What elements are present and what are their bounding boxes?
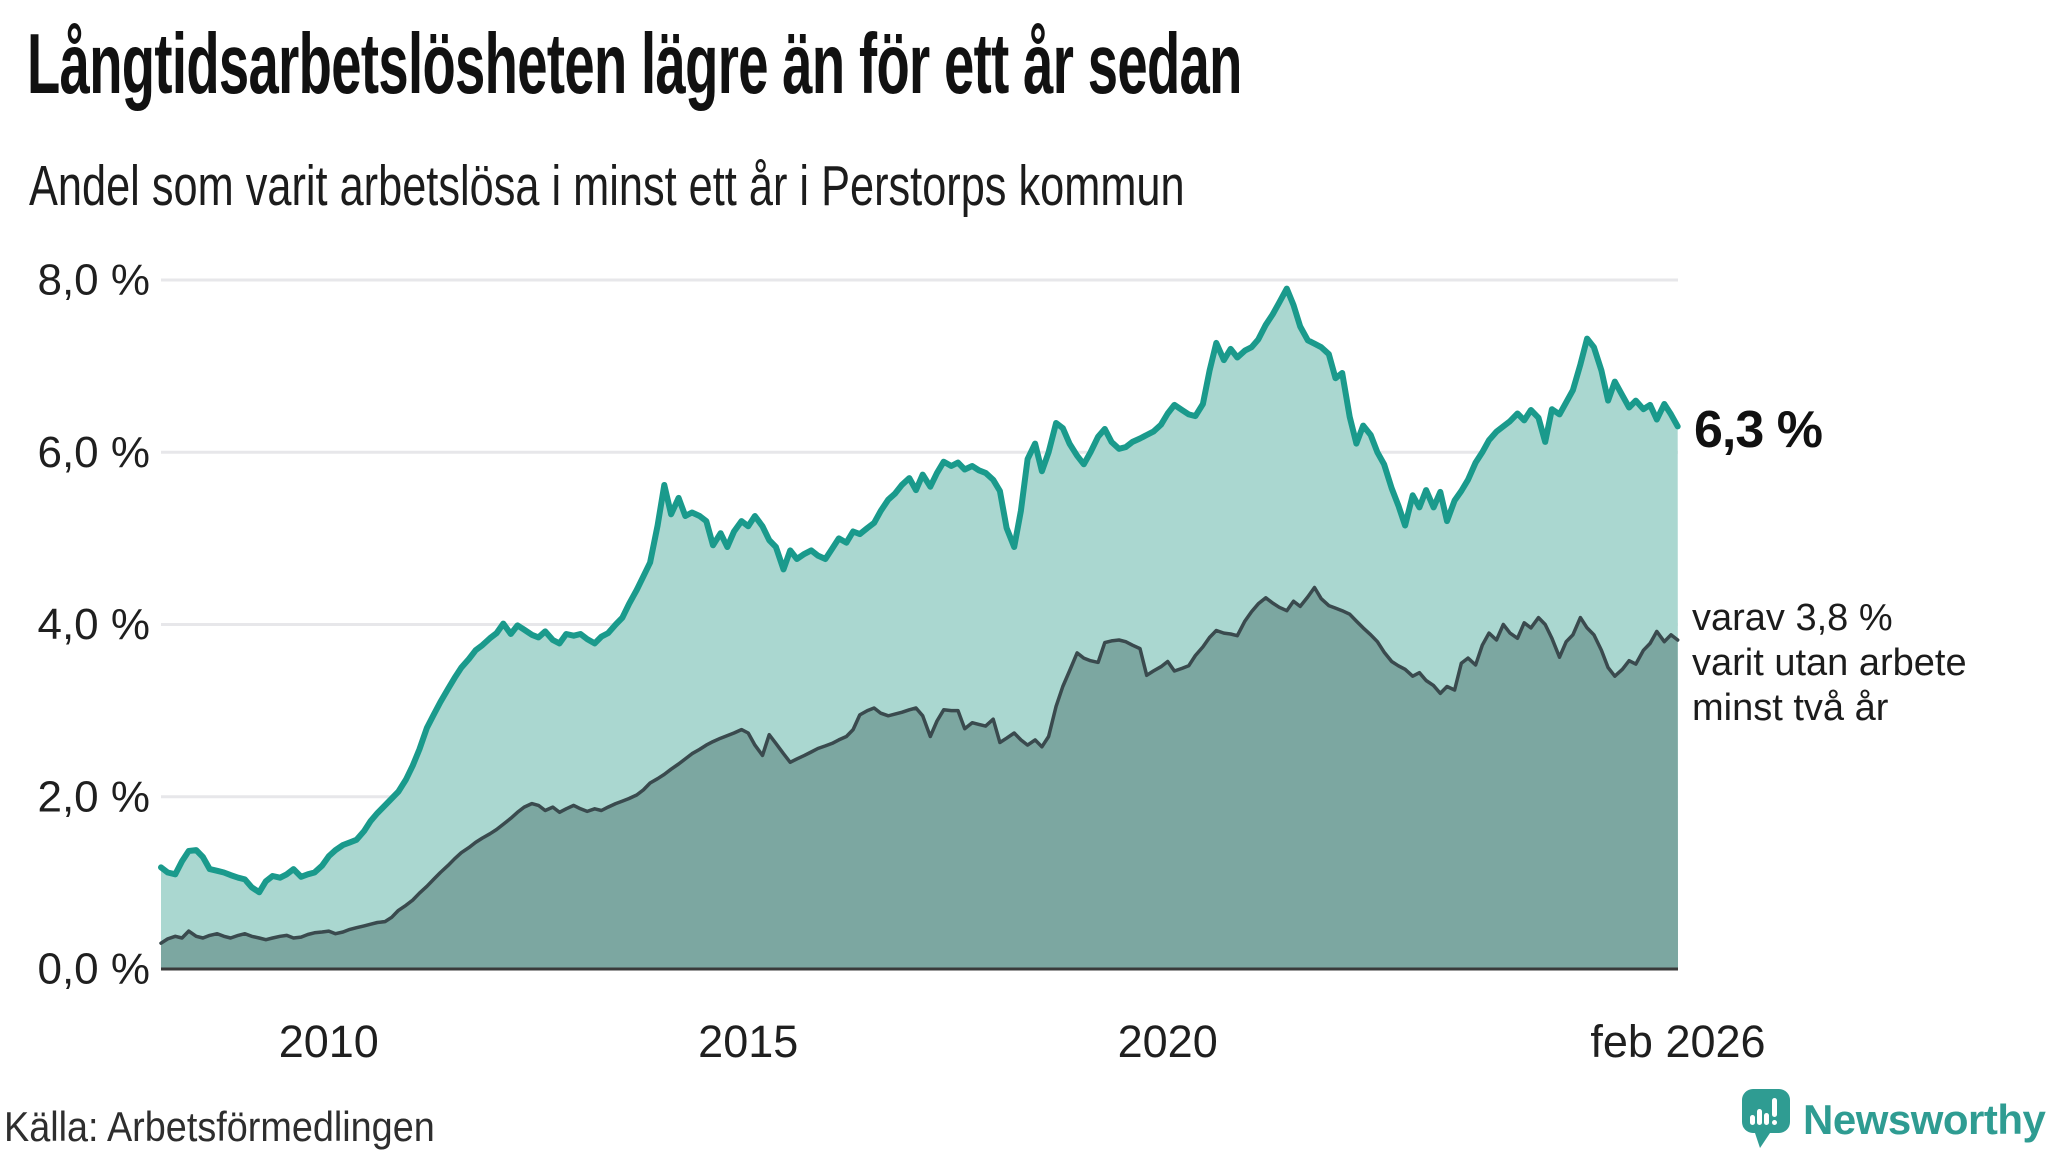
- end-value-note-line-2: varit utan arbete: [1692, 642, 1967, 684]
- y-tick-label: 6,0 %: [37, 428, 150, 477]
- page-subtitle: Andel som varit arbetslösa i minst ett å…: [29, 154, 1185, 218]
- min-one-year-line: [158, 285, 1681, 896]
- page-title: Långtidsarbetslösheten lägre än för ett …: [27, 17, 1242, 112]
- x-tick-label: 2020: [1118, 1016, 1218, 1067]
- end-value-note: varav 3,8 % varit utan arbete minst två …: [1692, 596, 1967, 731]
- min-two-years-area: [161, 587, 1678, 969]
- newsworthy-logo-text: Newsworthy: [1803, 1096, 2046, 1143]
- end-value-note-line-3: minst två år: [1692, 687, 1889, 729]
- end-value-label-total: 6,3 %: [1694, 401, 1823, 459]
- x-tick-label: feb 2026: [1590, 1016, 1765, 1067]
- bar-chart-speech-bubble-icon: [1742, 1089, 1790, 1148]
- y-tick-label: 2,0 %: [37, 772, 150, 821]
- min-two-years-line: [159, 585, 1680, 945]
- y-tick-label: 8,0 %: [37, 256, 150, 305]
- source-credit: Källa: Arbetsförmedlingen: [4, 1103, 435, 1150]
- x-tick-label: 2015: [698, 1016, 798, 1067]
- end-value-note-line-1: varav 3,8 %: [1692, 597, 1893, 639]
- y-tick-label: 0,0 %: [37, 945, 150, 994]
- x-tick-label: 2010: [279, 1016, 379, 1067]
- y-tick-label: 4,0 %: [37, 600, 150, 649]
- newsworthy-logo: [1742, 1089, 1790, 1148]
